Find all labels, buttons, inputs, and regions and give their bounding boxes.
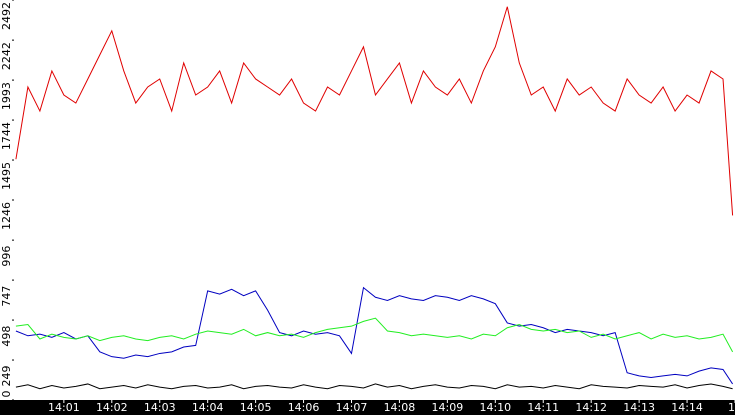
x-tick-label: 14:11 bbox=[527, 401, 559, 414]
y-tick-label: 747 bbox=[0, 286, 13, 307]
y-tick-label: 1744 bbox=[0, 122, 13, 150]
y-tick-label: 996 bbox=[0, 246, 13, 267]
series-line bbox=[15, 6, 734, 216]
series-line bbox=[15, 317, 734, 353]
x-tick-label: 14:03 bbox=[144, 401, 176, 414]
x-axis-strip bbox=[0, 400, 735, 415]
y-tick-label: 498 bbox=[0, 326, 13, 347]
x-tick-label: 14:02 bbox=[96, 401, 128, 414]
x-tick-label: 14:05 bbox=[240, 401, 272, 414]
x-tick-label: 14:12 bbox=[575, 401, 607, 414]
y-tick-label: 2242 bbox=[0, 42, 13, 70]
x-tick-label: 14 bbox=[728, 401, 735, 414]
y-tick-label: 2492 bbox=[0, 2, 13, 30]
y-tick-label: 249 bbox=[0, 366, 13, 387]
x-tick-label: 14:08 bbox=[384, 401, 416, 414]
y-tick-label: 1246 bbox=[0, 202, 13, 230]
x-tick-label: 14:14 bbox=[671, 401, 703, 414]
x-tick-label: 14:06 bbox=[288, 401, 320, 414]
y-tick-label: 1993 bbox=[0, 82, 13, 110]
series-line bbox=[15, 383, 733, 390]
x-tick-label: 14:07 bbox=[336, 401, 368, 414]
x-tick-label: 14:13 bbox=[623, 401, 655, 414]
x-tick-label: 14:09 bbox=[432, 401, 464, 414]
y-tick-label: 0 bbox=[0, 391, 13, 398]
series-line bbox=[15, 286, 734, 385]
y-tick-label: 1495 bbox=[0, 162, 13, 190]
x-tick-label: 14:01 bbox=[48, 401, 80, 414]
x-tick-label: 14:04 bbox=[192, 401, 224, 414]
x-tick-label: 14:10 bbox=[479, 401, 511, 414]
